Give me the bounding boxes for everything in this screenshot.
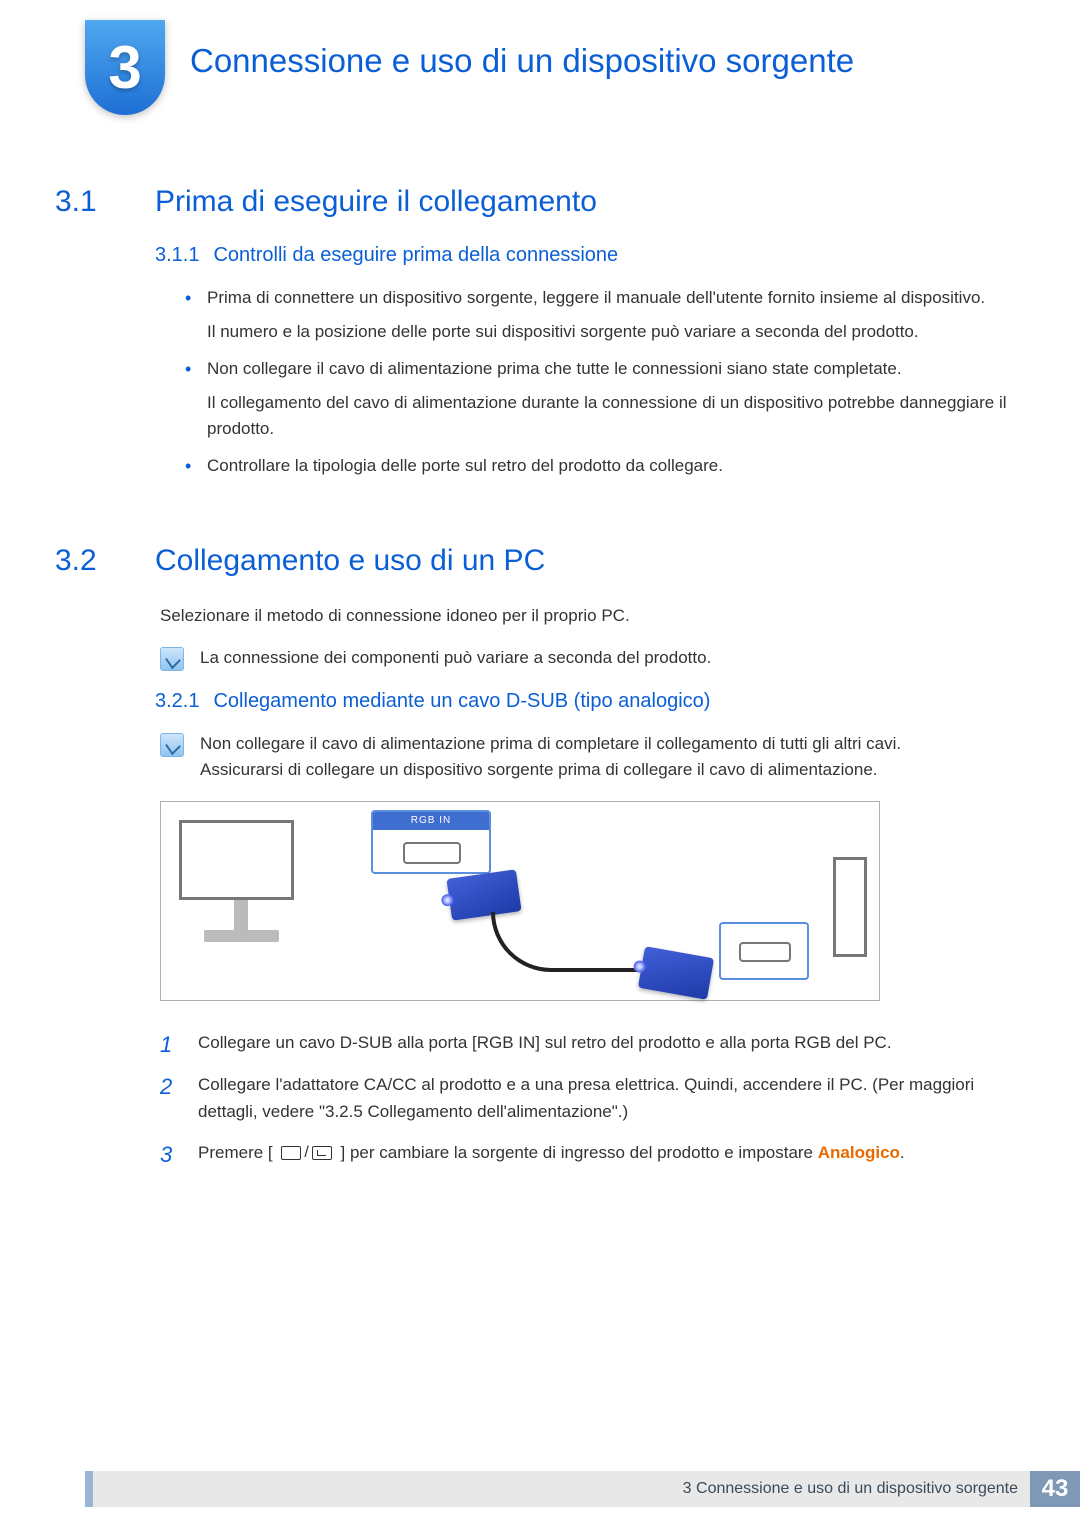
content-area: 3.1Prima di eseguire il collegamento 3.1…	[55, 185, 1010, 1180]
page: 3 Connessione e uso di un dispositivo so…	[0, 0, 1080, 1527]
pc-tower-illustration	[833, 857, 867, 957]
bullet-item: Non collegare il cavo di alimentazione p…	[185, 356, 1010, 443]
chapter-badge: 3	[85, 20, 165, 115]
subsection-3-1-1-heading: 3.1.1 Controlli da eseguire prima della c…	[155, 244, 1010, 267]
step-item: 3 Premere [ / ] per cambiare la sorgente…	[160, 1139, 1010, 1166]
pc-port-panel	[719, 922, 809, 980]
note-row: La connessione dei componenti può variar…	[160, 645, 1010, 671]
subsection-title: Controlli da eseguire prima della connes…	[213, 244, 618, 266]
step-number: 2	[160, 1069, 172, 1104]
section-title: Prima di eseguire il collegamento	[155, 185, 597, 218]
slash-icon: /	[304, 1140, 308, 1166]
bullet-list-3-1-1: Prima di connettere un dispositivo sorge…	[185, 285, 1010, 479]
monitor-illustration	[171, 820, 311, 970]
step-number: 3	[160, 1137, 172, 1172]
section-number: 3.2	[55, 544, 155, 578]
bullet-text: Non collegare il cavo di alimentazione p…	[207, 359, 902, 378]
note-icon	[160, 733, 184, 757]
step-text-post: ] per cambiare la sorgente di ingresso d…	[336, 1143, 818, 1162]
rgb-in-port-panel: RGB IN	[371, 810, 491, 874]
subsection-title: Collegamento mediante un cavo D-SUB (tip…	[213, 690, 710, 712]
chapter-number: 3	[108, 33, 141, 102]
dsub-connector-icon	[638, 947, 714, 1001]
note-text: Non collegare il cavo di alimentazione p…	[200, 731, 901, 784]
note-line: Non collegare il cavo di alimentazione p…	[200, 734, 901, 753]
section-number: 3.1	[55, 185, 155, 219]
bullet-text: Controllare la tipologia delle porte sul…	[207, 456, 723, 475]
step-item: 1 Collegare un cavo D-SUB alla porta [RG…	[160, 1029, 1010, 1056]
subsection-3-2-1-heading: 3.2.1 Collegamento mediante un cavo D-SUB…	[155, 690, 1010, 713]
footer-text: 3 Connessione e uso di un dispositivo so…	[683, 1480, 1018, 1498]
bullet-subtext: Il collegamento del cavo di alimentazion…	[207, 390, 1010, 443]
highlight-text: Analogico	[818, 1143, 900, 1162]
chapter-title: Connessione e uso di un dispositivo sorg…	[190, 42, 854, 80]
section-intro: Selezionare il metodo di connessione ido…	[160, 603, 1010, 629]
bullet-text: Prima di connettere un dispositivo sorge…	[207, 288, 985, 307]
section-title: Collegamento e uso di un PC	[155, 544, 545, 577]
bullet-subtext: Il numero e la posizione delle porte sui…	[207, 319, 1010, 345]
source-icon	[312, 1146, 332, 1160]
note-row: Non collegare il cavo di alimentazione p…	[160, 731, 1010, 784]
subsection-number: 3.2.1	[155, 690, 199, 713]
note-icon	[160, 647, 184, 671]
step-number: 1	[160, 1027, 172, 1062]
step-text-pre: Premere [	[198, 1143, 277, 1162]
port-label: RGB IN	[373, 812, 489, 830]
footer-bar: 3 Connessione e uso di un dispositivo so…	[85, 1471, 1080, 1507]
section-3-2-heading: 3.2Collegamento e uso di un PC	[55, 544, 1010, 578]
section-3-1-heading: 3.1Prima di eseguire il collegamento	[55, 185, 1010, 219]
connection-diagram: RGB IN	[160, 801, 880, 1001]
subsection-number: 3.1.1	[155, 244, 199, 267]
note-line: Assicurarsi di collegare un dispositivo …	[200, 760, 878, 779]
step-list: 1 Collegare un cavo D-SUB alla porta [RG…	[160, 1029, 1010, 1166]
step-text: Collegare un cavo D-SUB alla porta [RGB …	[198, 1033, 892, 1052]
step-text: Collegare l'adattatore CA/CC al prodotto…	[198, 1075, 974, 1121]
footer-accent	[85, 1471, 93, 1507]
step-text-tail: .	[900, 1143, 905, 1162]
bullet-item: Controllare la tipologia delle porte sul…	[185, 453, 1010, 479]
screen-icon	[281, 1146, 301, 1160]
note-text: La connessione dei componenti può variar…	[200, 645, 711, 671]
bullet-item: Prima di connettere un dispositivo sorge…	[185, 285, 1010, 346]
footer-page-number: 43	[1030, 1471, 1080, 1507]
source-button-icon: /	[277, 1140, 335, 1166]
step-item: 2 Collegare l'adattatore CA/CC al prodot…	[160, 1071, 1010, 1125]
